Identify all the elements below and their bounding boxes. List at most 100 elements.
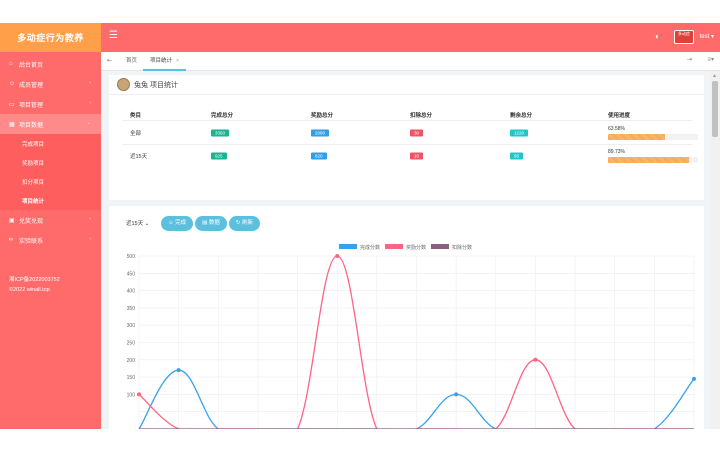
progress-cell: 89.73% [608,149,698,163]
data-point [454,392,459,397]
header-done: 完成总分 [211,112,234,119]
table-row: 近15天 925 820 10 95 89.73% [122,145,698,167]
data-point [137,392,141,397]
sidebar-item-redeem[interactable]: ▣ 兑奖兑现 ‹ [0,210,101,230]
palette-icon[interactable]: ◐ [655,32,660,41]
y-tick-label: 300 [127,323,136,329]
sidebar-subitem-deduct[interactable]: 扣分项目 [22,179,45,186]
tab-project-stats[interactable]: 项目统计 × [143,52,187,71]
sidebar-item-projects[interactable]: ▭ 项目管理 ‹ [0,94,101,114]
refresh-button[interactable]: ↻ 刷新 [228,216,261,231]
legend-label: 奖励分数 [406,244,426,251]
link-icon: ∞ [9,237,14,243]
chevron-left-icon: ‹ [89,80,91,86]
progress-bar [608,133,698,140]
legend-label: 完成分数 [360,244,380,251]
data-button[interactable]: ▤ 数据 [195,216,227,231]
bottom-strip [0,429,720,450]
top-header: ☰ ◐ 多动症 test ▾ [101,23,720,52]
progress-label: 89.73% [608,149,625,155]
sidebar-subitem-stats[interactable]: 项目统计 [22,198,45,205]
y-tick-label: 450 [127,271,136,277]
chart-controls: 近15天 ⌄ ☺ 完成 ▤ 数据 ↻ 刷新 [122,216,262,231]
sidebar-item-members[interactable]: ☺ 成员管理 ‹ [0,74,101,94]
row-category: 全部 [130,130,142,137]
y-tick-label: 400 [127,289,136,295]
done-button[interactable]: ☺ 完成 [161,216,194,231]
tab-home[interactable]: 首页 [126,58,138,64]
legend-swatch [339,244,357,249]
chevron-down-icon: ⌄ [144,220,150,227]
close-icon[interactable]: × [176,58,180,64]
table-header-row: 类目 完成总分 奖励总分 扣除总分 剩余总分 使用进度 [122,109,692,121]
menu-toggle-icon[interactable]: ☰ [109,30,118,41]
sidebar-item-label: 后台首页 [19,62,44,69]
gift-icon: ▣ [9,217,15,224]
sidebar-item-contact[interactable]: ∞ 实验联系 ‹ [0,230,101,250]
sidebar-item-label: 实验联系 [19,238,44,245]
legend-label: 扣除分数 [452,244,472,251]
chevron-left-icon: ‹ [89,100,91,106]
sidebar-submenu: 完成项目 奖励项目 扣分项目 项目统计 [0,134,101,210]
y-tick-label: 250 [127,341,136,347]
sidebar-item-label: 成员管理 [19,82,44,89]
progress-label: 63.58% [608,125,625,132]
progress-fill [608,133,666,140]
remain-badge: 1220 [510,129,529,136]
data-point [692,376,696,381]
user-avatar-icon [117,78,130,91]
header-progress: 使用进度 [608,112,631,119]
copyright: ©2022 winall.top [9,287,50,293]
data-point [176,368,181,373]
sidebar-item-project-data[interactable]: ▦ 项目数据 ⌄ [0,114,101,134]
sidebar-item-label: 项目数据 [19,122,44,129]
top-strip [0,0,720,23]
tab-scroll-left-icon[interactable]: ⇤ [107,58,113,64]
sidebar-item-label: 兑奖兑现 [19,218,44,225]
line-chart: 500 450 400 350 300 250 200 150 100 完成分数 奖励分数 扣除分数 [127,244,696,429]
y-tick-label: 100 [127,392,136,398]
sidebar-subitem-done[interactable]: 完成项目 [22,141,45,148]
scroll-up-icon[interactable]: ▲ [712,73,717,79]
tab-options-icon[interactable]: ≡▾ [707,57,714,63]
page-scrollbar[interactable]: ▲ [710,71,720,429]
period-select[interactable]: 近15天 ⌄ [122,217,158,231]
sidebar-footer: 湘ICP备2022003752 ©2022 winall.top [9,275,60,295]
header-reward: 奖励总分 [311,112,334,119]
tab-label: 项目统计 [150,58,173,64]
data-point [533,357,538,362]
tab-bar: ⇤ 首页 项目统计 × ⇥ ≡▾ [101,52,720,71]
done-badge: 3350 [211,129,230,136]
sidebar-item-home[interactable]: ⌂ 后台首页 [0,54,101,74]
stats-table: 类目 完成总分 奖励总分 扣除总分 剩余总分 使用进度 全部 3350 2080… [122,109,698,167]
caret-down-icon: ▾ [710,34,714,40]
scroll-thumb[interactable] [712,81,718,137]
user-menu[interactable]: test ▾ [700,33,714,40]
chevron-down-icon: ⌄ [86,120,91,126]
row-category: 近15天 [130,154,148,160]
legend-swatch [431,244,449,249]
icp-number[interactable]: 湘ICP备2022003752 [9,277,60,283]
card-title: 兔兔 项目统计 [134,81,178,89]
table-row: 全部 3350 2080 30 1220 63.58% [122,121,698,145]
home-icon: ⌂ [9,61,13,67]
sidebar-nav: ⌂ 后台首页 ☺ 成员管理 ‹ ▭ 项目管理 ‹ ▦ 项目数据 ⌄ 完成项目 奖… [0,52,101,250]
sidebar-subitem-reward[interactable]: 奖励项目 [22,160,45,167]
main-content: 兔兔 项目统计 类目 完成总分 奖励总分 扣除总分 剩余总分 使用进度 全部 3… [101,71,710,429]
brand-title: 多动症行为教养 [0,23,101,52]
sidebar: 多动症行为教养 ⌂ 后台首页 ☺ 成员管理 ‹ ▭ 项目管理 ‹ ▦ 项目数据 … [0,23,101,429]
avatar[interactable]: 多动症 [674,30,694,44]
data-point [335,254,340,258]
users-icon: ☺ [9,81,16,87]
project-icon: ▭ [9,101,15,108]
progress-cell: 63.58% [608,126,698,140]
grid-icon: ▦ [9,121,15,128]
chevron-left-icon: ‹ [89,216,91,222]
chevron-left-icon: ‹ [89,236,91,242]
reward-badge: 2080 [311,129,330,136]
header-deduct: 扣除总分 [410,112,433,119]
y-tick-label: 200 [127,358,136,364]
tab-scroll-right-icon[interactable]: ⇥ [686,57,692,63]
y-tick-label: 500 [127,254,136,260]
done-badge: 925 [211,152,227,160]
